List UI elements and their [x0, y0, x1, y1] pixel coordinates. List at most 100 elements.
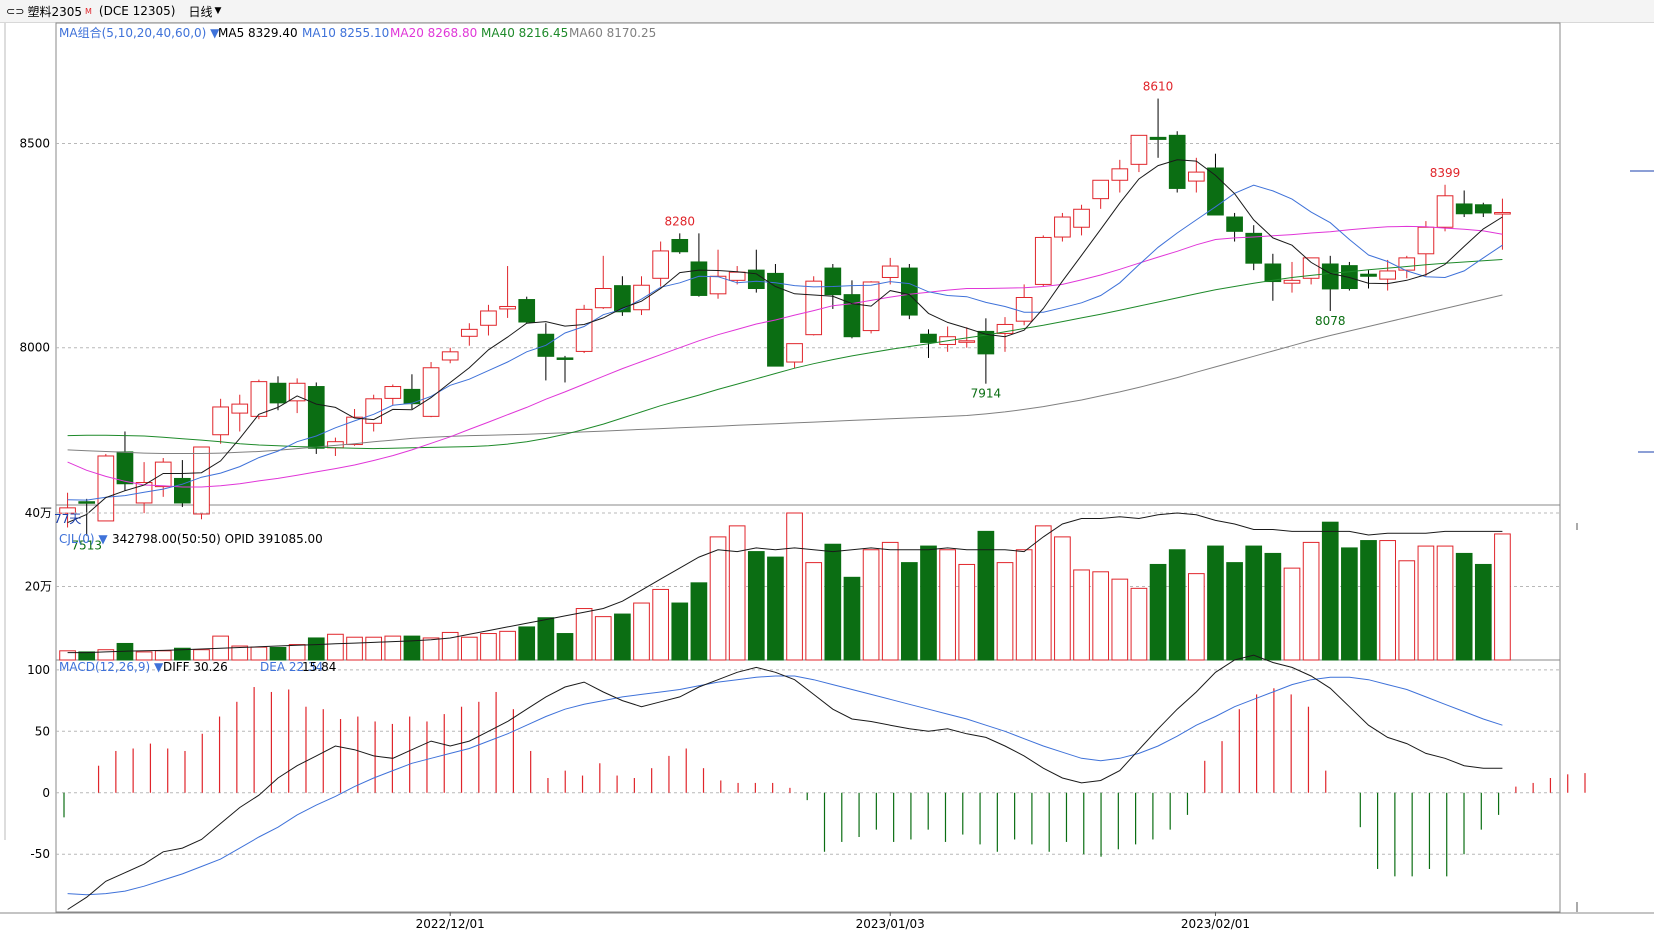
candle — [1436, 195, 1454, 228]
candle — [1111, 168, 1129, 181]
diff-legend: DIFF 30.26 — [163, 660, 228, 674]
volume-bar — [709, 536, 727, 661]
volume-bar — [652, 588, 669, 661]
volume-bar — [1111, 578, 1129, 661]
candle — [1417, 226, 1435, 255]
open-interest-line — [67, 512, 1503, 654]
candle — [1054, 216, 1071, 238]
candle — [1226, 216, 1243, 232]
candle — [480, 310, 497, 326]
candle — [518, 299, 536, 323]
candle — [881, 265, 899, 278]
volume-bar — [1149, 563, 1167, 661]
candle — [977, 330, 995, 355]
volume-bar — [728, 525, 746, 661]
candle — [269, 382, 287, 404]
volume-bar — [174, 647, 191, 661]
volume-bar — [537, 617, 555, 661]
candle — [1302, 257, 1320, 279]
ma5-legend: MA5 8329.40 — [218, 26, 298, 40]
volume-bar — [327, 633, 344, 661]
period-selector[interactable]: 日线 ▼ — [188, 3, 221, 20]
symbol-header[interactable]: ⊂⊃ 塑料2305 M (DCE 12305) 日线 ▼ — [6, 3, 221, 20]
candle — [307, 386, 325, 449]
volume-bar — [1417, 545, 1435, 661]
volume-bar — [1130, 587, 1148, 661]
ma20-line — [67, 225, 1503, 488]
candle — [1092, 179, 1110, 200]
extreme-price-label: 7513 — [71, 539, 102, 553]
candle — [346, 416, 363, 446]
volume-bar — [1187, 573, 1205, 661]
volume-bar — [1015, 549, 1033, 661]
candle — [422, 367, 440, 417]
candle — [575, 308, 593, 352]
volume-bar — [614, 613, 631, 661]
macd-value-legend: 15.84 — [302, 660, 336, 674]
volume-bar — [1283, 567, 1301, 661]
candle — [460, 328, 478, 337]
volume-bar — [1168, 549, 1186, 661]
candle — [556, 357, 574, 360]
volume-bar — [575, 608, 593, 661]
volume-bar — [231, 645, 249, 661]
candle — [824, 267, 842, 296]
volume-bar — [901, 562, 918, 661]
macd-tick-label: 0 — [42, 786, 50, 800]
candle — [594, 288, 612, 309]
volume-bar — [384, 635, 402, 661]
candle — [633, 284, 650, 311]
volume-bar — [556, 633, 574, 661]
volume-bar — [1226, 562, 1243, 661]
date-axis-label: 2023/01/03 — [856, 917, 925, 931]
volume-bar — [1494, 533, 1511, 661]
candle — [728, 271, 746, 281]
extreme-price-label: 7914 — [971, 387, 1002, 401]
volume-bar — [747, 551, 765, 661]
cjl-legend: CJL(0) ▼ — [59, 532, 108, 546]
candle — [1494, 212, 1511, 215]
volume-bar — [250, 646, 268, 661]
symbol-name: 塑料2305 — [27, 4, 82, 19]
volume-bar — [441, 631, 459, 661]
candle — [212, 406, 229, 436]
volume-bar — [460, 636, 478, 661]
ma20-legend: MA20 8268.80 — [390, 26, 477, 40]
volume-bar — [422, 637, 440, 661]
volume-bar — [154, 650, 172, 661]
extreme-price-label: 8610 — [1143, 80, 1174, 94]
volume-bar — [1379, 540, 1396, 661]
date-axis-label: 2023/02/01 — [1181, 917, 1250, 931]
candle — [958, 340, 976, 343]
extreme-price-label: 8399 — [1430, 166, 1461, 180]
candle — [1455, 203, 1473, 215]
candle — [499, 305, 516, 310]
candle — [1264, 263, 1282, 283]
symbol-code: (DCE 12305) — [98, 4, 176, 18]
chevron-down-icon: ▼ — [214, 6, 222, 16]
volume-bar — [403, 635, 421, 661]
link-icon[interactable]: ⊂⊃ — [6, 4, 25, 18]
candle — [1245, 232, 1263, 264]
candle — [920, 333, 937, 343]
days-count-label: 77天 — [54, 512, 81, 526]
candle — [1149, 136, 1167, 140]
volume-bar — [690, 582, 708, 661]
ma60-legend: MA60 8170.25 — [569, 26, 656, 40]
candle — [97, 455, 115, 522]
volume-bar — [1245, 545, 1263, 661]
macd-legend: MACD(12,26,9) ▼ — [59, 660, 164, 674]
volume-bar — [499, 630, 516, 661]
volume-bar — [939, 549, 956, 661]
candle — [193, 446, 210, 515]
candle — [441, 351, 459, 361]
plot-frame — [55, 22, 1561, 913]
volume-bar — [1073, 569, 1090, 661]
cjl-values-legend: 342798.00(50:50) OPID 391085.00 — [112, 532, 323, 546]
volume-bar — [135, 651, 153, 661]
volume-bar — [59, 650, 76, 661]
volume-bar — [1302, 541, 1320, 661]
candle — [671, 238, 689, 253]
dea-legend: DEA 22.34 — [260, 660, 323, 674]
